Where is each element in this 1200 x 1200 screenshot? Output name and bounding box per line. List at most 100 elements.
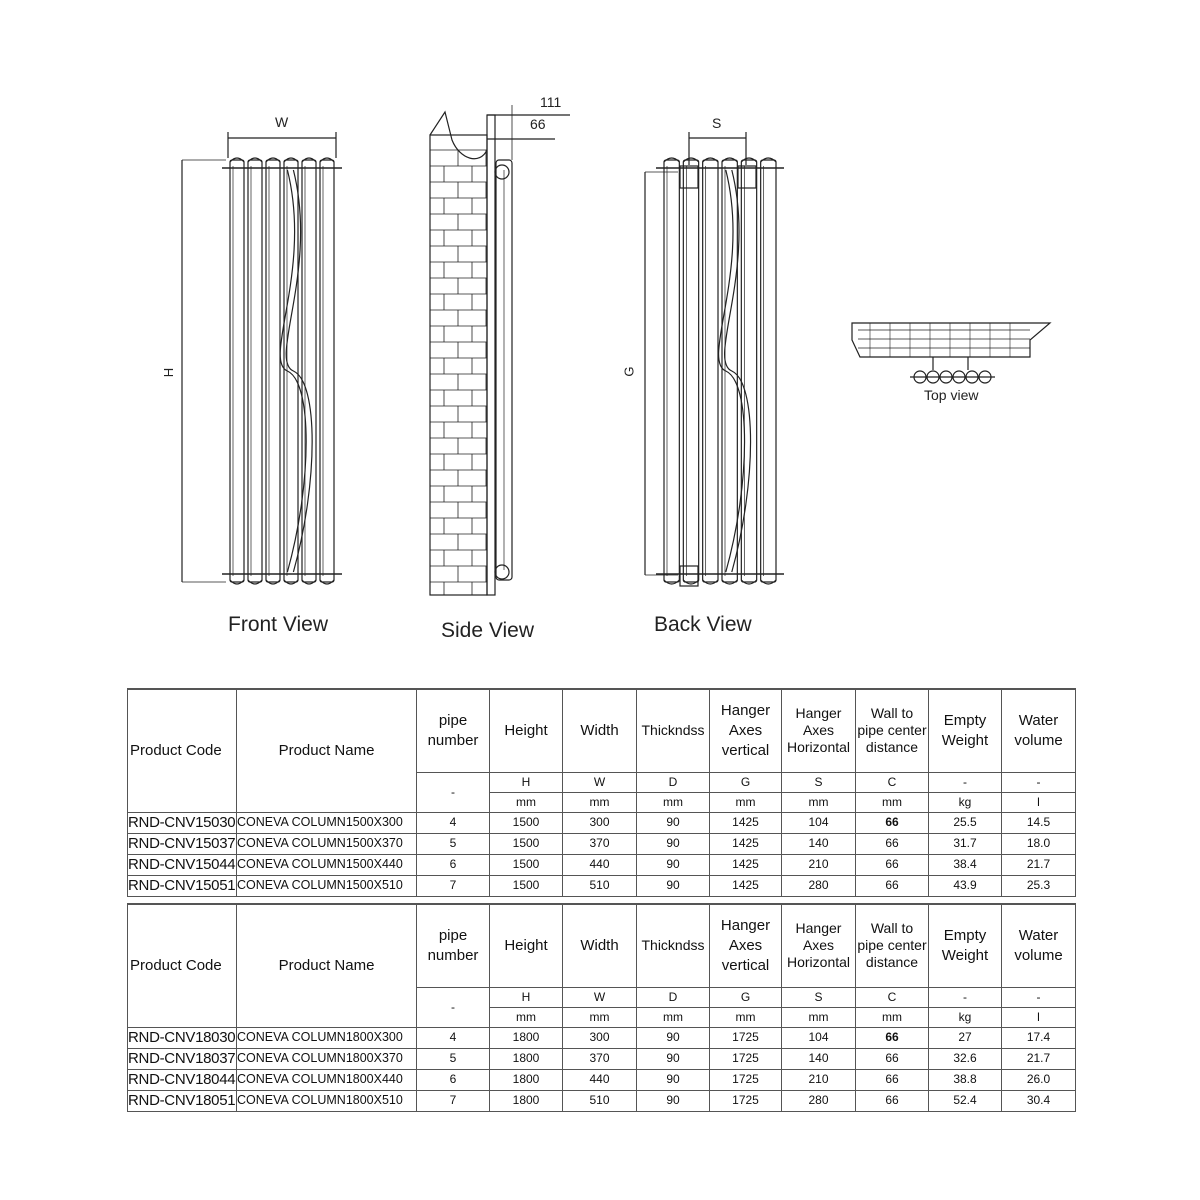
unit-cell: mm: [781, 791, 856, 813]
product-name-header: Product Name: [236, 688, 417, 813]
wall-break: [429, 110, 488, 160]
volume-cell: 21.7: [1001, 853, 1076, 876]
code-cell: RND-CNV18044: [127, 1068, 237, 1091]
unit-cell: mm: [489, 1006, 563, 1028]
table-row: RND-CNV18051 CONEVA COLUMN1800X510 7 1800 51…: [127, 1089, 1076, 1112]
bracket-circle: [494, 564, 510, 580]
hanger-bracket: [737, 165, 757, 189]
g-cell: 1425: [709, 874, 782, 897]
pipes-cell: 6: [416, 853, 490, 876]
dimension-w: W: [275, 114, 289, 130]
g-cell: 1725: [709, 1047, 782, 1070]
break-line: [718, 169, 746, 573]
symbol-cell: -: [1001, 771, 1076, 793]
symbol-cell: -: [1001, 986, 1076, 1008]
symbol-cell: W: [562, 771, 637, 793]
pipes-cell: 4: [416, 1026, 490, 1049]
radiator-pipe: [663, 159, 680, 583]
unit-cell: mm: [855, 1006, 929, 1028]
code-cell: RND-CNV15044: [127, 853, 237, 876]
top-view-drawing: [851, 322, 1052, 384]
break-line: [285, 169, 313, 573]
c-cell: 66: [855, 1089, 929, 1112]
symbol-cell: -: [416, 986, 490, 1028]
pipes-cell: 7: [416, 1089, 490, 1112]
c-cell: 66: [855, 853, 929, 876]
unit-cell: kg: [928, 1006, 1002, 1028]
height-cell: 1500: [489, 853, 563, 876]
table-row: RND-CNV15044 CONEVA COLUMN1500X440 6 1500 44…: [127, 853, 1076, 876]
s-cell: 104: [781, 1026, 856, 1049]
symbol-cell: H: [489, 771, 563, 793]
spec-table-1500: Product Code Product Name pipe number Heigh…: [127, 688, 1076, 897]
g-cell: 1425: [709, 811, 782, 834]
bracket-circle: [494, 164, 510, 180]
pipe-cap: [721, 157, 738, 585]
code-cell: RND-CNV18051: [127, 1089, 237, 1112]
pipes-cell: 6: [416, 1068, 490, 1091]
name-cell: CONEVA COLUMN1500X510: [236, 874, 417, 897]
unit-cell: kg: [928, 791, 1002, 813]
symbol-cell: D: [636, 771, 710, 793]
table-row: RND-CNV15051 CONEVA COLUMN1500X510 7 1500 51…: [127, 874, 1076, 897]
pipes-cell: 4: [416, 811, 490, 834]
pipe-cap: [702, 157, 719, 585]
name-cell: CONEVA COLUMN1800X510: [236, 1089, 417, 1112]
s-cell: 104: [781, 811, 856, 834]
width-header: Width: [562, 903, 637, 988]
pipe-cap: [247, 157, 263, 585]
unit-cell: l: [1001, 791, 1076, 813]
table-row: RND-CNV18030 CONEVA COLUMN1800X300 4 1800 30…: [127, 1026, 1076, 1049]
unit-cell: mm: [636, 1006, 710, 1028]
pipe-cap: [283, 157, 299, 585]
unit-cell: mm: [636, 791, 710, 813]
symbol-cell: W: [562, 986, 637, 1008]
spec-table-1800: Product Code Product Name pipe number Heigh…: [127, 903, 1076, 1112]
height-cell: 1800: [489, 1026, 563, 1049]
height-cell: 1800: [489, 1089, 563, 1112]
back-view-label: Back View: [654, 613, 752, 636]
radiator-pipe: [247, 159, 263, 583]
hanger-bracket: [679, 165, 699, 189]
weight-cell: 38.4: [928, 853, 1002, 876]
name-cell: CONEVA COLUMN1500X300: [236, 811, 417, 834]
g-cell: 1725: [709, 1026, 782, 1049]
width-cell: 440: [562, 1068, 637, 1091]
symbol-cell: -: [928, 771, 1002, 793]
pipe-cap: [319, 157, 335, 585]
wall-plate: [486, 114, 496, 596]
pipe-cap: [682, 157, 700, 585]
empty-weight-header: Empty Weight: [928, 903, 1002, 988]
hanger-horizontal-header: Hanger Axes Horizontal: [781, 688, 856, 773]
weight-cell: 31.7: [928, 832, 1002, 855]
s-cell: 210: [781, 853, 856, 876]
front-view-drawing: [181, 132, 342, 585]
name-cell: CONEVA COLUMN1500X370: [236, 832, 417, 855]
unit-cell: mm: [562, 1006, 637, 1028]
name-cell: CONEVA COLUMN1800X440: [236, 1068, 417, 1091]
volume-cell: 21.7: [1001, 1047, 1076, 1070]
hanger-vertical-header: Hanger Axes vertical: [709, 903, 782, 988]
height-cell: 1500: [489, 832, 563, 855]
unit-cell: l: [1001, 1006, 1076, 1028]
pipe-cap: [740, 157, 758, 585]
g-cell: 1725: [709, 1089, 782, 1112]
weight-cell: 52.4: [928, 1089, 1002, 1112]
weight-cell: 43.9: [928, 874, 1002, 897]
height-cell: 1800: [489, 1068, 563, 1091]
symbol-cell: H: [489, 986, 563, 1008]
s-cell: 210: [781, 1068, 856, 1091]
water-volume-header: Water volume: [1001, 903, 1076, 988]
dimension-s: S: [712, 115, 722, 131]
radiator-pipe: [682, 159, 700, 583]
code-cell: RND-CNV15051: [127, 874, 237, 897]
product-code-header: Product Code: [127, 688, 237, 813]
pipe-cap: [760, 157, 777, 585]
thickness-header: Thickndss: [636, 903, 710, 988]
width-header: Width: [562, 688, 637, 773]
s-cell: 280: [781, 874, 856, 897]
c-cell: 66: [855, 1068, 929, 1091]
volume-cell: 30.4: [1001, 1089, 1076, 1112]
g-cell: 1425: [709, 853, 782, 876]
symbol-cell: D: [636, 986, 710, 1008]
